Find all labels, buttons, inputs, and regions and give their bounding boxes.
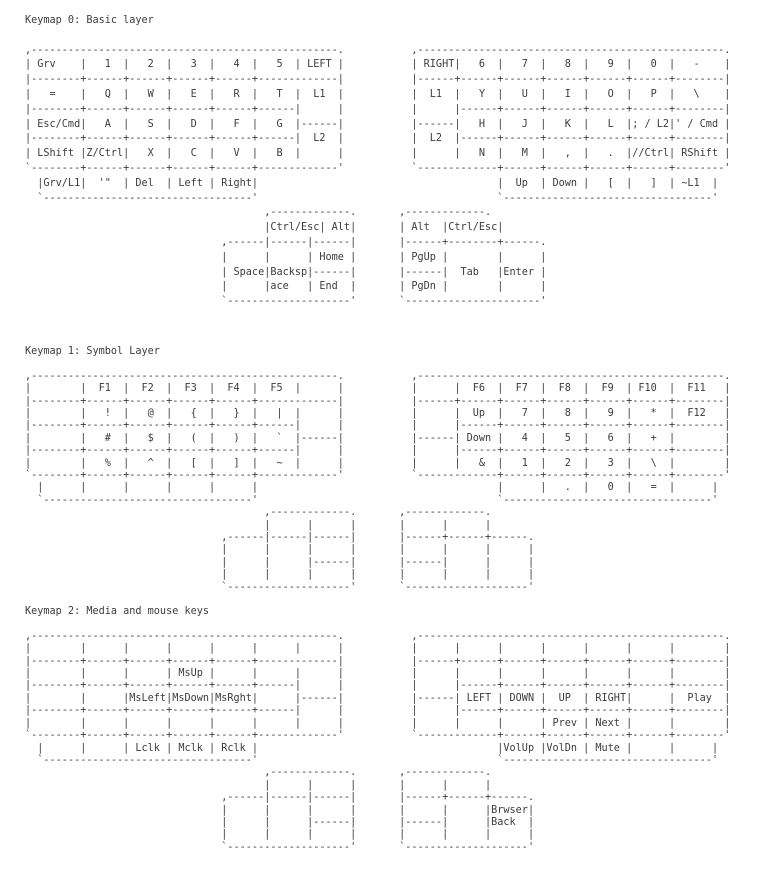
keymap-2-title: Keymap 2: Media and mouse keys — [25, 606, 210, 618]
keymap-1-title: Keymap 1: Symbol Layer — [25, 345, 160, 357]
keymap-section-basic-layer: Keymap 0: Basic layer ,-----------------… — [25, 14, 765, 310]
keymap-section-symbol-layer: Keymap 1: Symbol Layer ,----------------… — [25, 346, 765, 594]
keymap-section-media-mouse-layer: Keymap 2: Media and mouse keys ,--------… — [25, 606, 765, 854]
keymap-2-ascii-diagram: ,---------------------------------------… — [25, 630, 731, 853]
keymap-0-title: Keymap 0: Basic layer — [25, 15, 154, 26]
keymap-1-ascii-diagram: ,---------------------------------------… — [25, 370, 731, 593]
keymap-0-ascii-diagram: ,---------------------------------------… — [25, 44, 731, 308]
